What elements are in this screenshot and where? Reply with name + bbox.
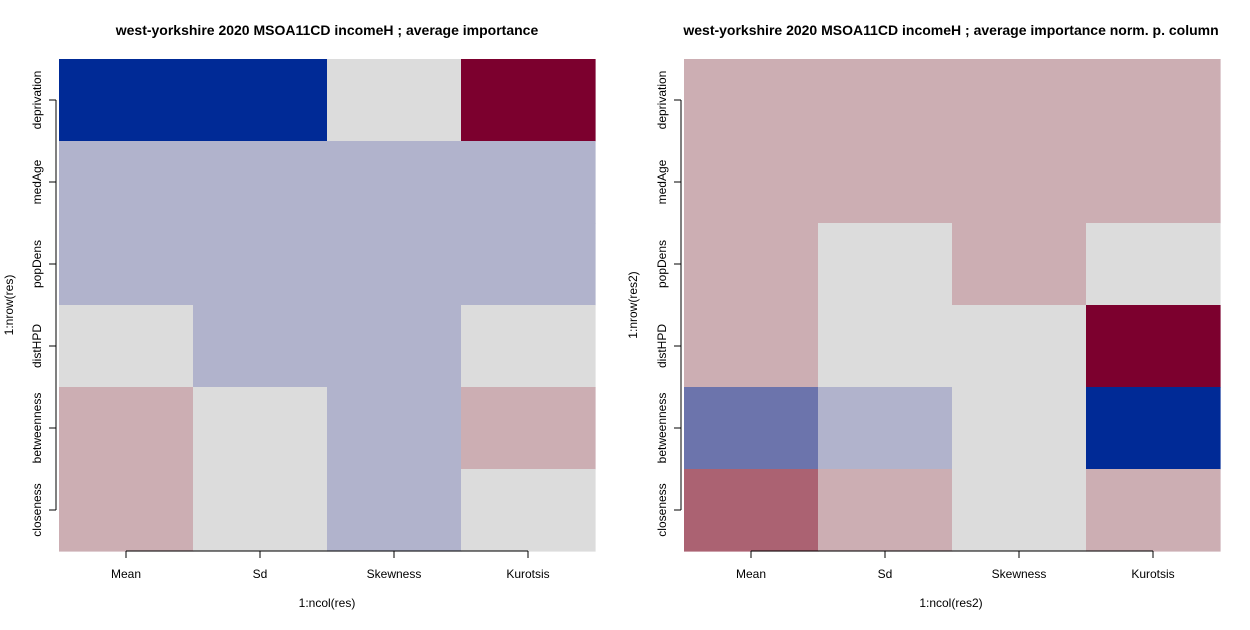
- heatmap-cells: [59, 59, 596, 552]
- heatmap-cell: [327, 387, 462, 470]
- heatmap-cell: [193, 141, 328, 224]
- y-tick-label: betweenness: [655, 393, 669, 464]
- heatmap-cell: [59, 141, 194, 224]
- heatmap-cell: [1086, 305, 1221, 388]
- y-axis-label: 1:nrow(res2): [626, 271, 640, 338]
- heatmap-cell: [327, 305, 462, 388]
- x-tick-label: Skewness: [367, 567, 422, 581]
- heatmap-cell: [818, 387, 953, 470]
- heatmap-cell: [193, 223, 328, 306]
- heatmap-cell: [684, 469, 819, 552]
- x-tick-label: Sd: [878, 567, 893, 581]
- heatmap-cell: [818, 223, 953, 306]
- heatmap-cell: [952, 223, 1087, 306]
- heatmap-cell: [327, 59, 462, 142]
- heatmap-cell: [1086, 59, 1221, 142]
- heatmap-cell: [684, 387, 819, 470]
- chart-title: west-yorkshire 2020 MSOA11CD incomeH ; a…: [115, 22, 539, 38]
- y-tick-label: popDens: [655, 240, 669, 288]
- x-axis: Mean Sd Skewness Kurotsis: [736, 550, 1175, 581]
- heatmap-cell: [1086, 141, 1221, 224]
- heatmap-cell: [1086, 469, 1221, 552]
- heatmap-cell: [818, 59, 953, 142]
- heatmap-cell: [952, 141, 1087, 224]
- heatmap-cell: [59, 59, 194, 142]
- heatmap-cell: [684, 305, 819, 388]
- heatmap-cell: [461, 141, 596, 224]
- heatmap-cell: [818, 305, 953, 388]
- heatmap-panel-left: west-yorkshire 2020 MSOA11CD incomeH ; a…: [2, 22, 596, 610]
- y-tick-label: deprivation: [655, 71, 669, 130]
- heatmap-cell: [952, 305, 1087, 388]
- heatmap-cell: [952, 59, 1087, 142]
- chart-title: west-yorkshire 2020 MSOA11CD incomeH ; a…: [682, 22, 1218, 38]
- y-tick-label: medAge: [30, 159, 44, 204]
- x-tick-label: Sd: [253, 567, 268, 581]
- y-tick-label: closeness: [655, 483, 669, 536]
- heatmap-cell: [818, 469, 953, 552]
- heatmap-cell: [684, 141, 819, 224]
- heatmap-cell: [327, 469, 462, 552]
- x-tick-label: Mean: [111, 567, 141, 581]
- y-axis: deprivation medAge popDens distHPD betweenne…: [30, 71, 57, 537]
- heatmap-cell: [1086, 223, 1221, 306]
- x-axis-label: 1:ncol(res): [299, 596, 356, 610]
- heatmap-cell: [59, 305, 194, 388]
- heatmap-cell: [193, 59, 328, 142]
- y-tick-label: popDens: [30, 240, 44, 288]
- x-tick-label: Skewness: [992, 567, 1047, 581]
- heatmap-cell: [684, 59, 819, 142]
- heatmap-cell: [59, 469, 194, 552]
- y-tick-label: closeness: [30, 483, 44, 536]
- heatmap-cell: [59, 223, 194, 306]
- heatmap-cell: [684, 223, 819, 306]
- y-tick-label: deprivation: [30, 71, 44, 130]
- y-axis-label: 1:nrow(res): [2, 275, 16, 336]
- heatmap-cell: [952, 469, 1087, 552]
- heatmap-cell: [461, 223, 596, 306]
- x-tick-label: Mean: [736, 567, 766, 581]
- y-axis: deprivation medAge popDens distHPD betweenne…: [655, 71, 682, 537]
- heatmap-cell: [193, 387, 328, 470]
- y-tick-label: distHPD: [655, 324, 669, 368]
- heatmap-cell: [461, 305, 596, 388]
- x-tick-label: Kurotsis: [1131, 567, 1174, 581]
- heatmap-panel-right: west-yorkshire 2020 MSOA11CD incomeH ; a…: [626, 22, 1221, 610]
- heatmap-cells: [684, 59, 1221, 552]
- heatmap-cell: [461, 59, 596, 142]
- heatmap-cell: [193, 469, 328, 552]
- heatmap-cell: [461, 469, 596, 552]
- x-axis: Mean Sd Skewness Kurotsis: [111, 550, 550, 581]
- heatmap-cell: [818, 141, 953, 224]
- x-tick-label: Kurotsis: [506, 567, 549, 581]
- y-tick-label: distHPD: [30, 324, 44, 368]
- heatmap-cell: [1086, 387, 1221, 470]
- y-tick-label: medAge: [655, 159, 669, 204]
- heatmap-cell: [327, 223, 462, 306]
- heatmap-cell: [59, 387, 194, 470]
- y-tick-label: betweenness: [30, 393, 44, 464]
- heatmap-cell: [952, 387, 1087, 470]
- heatmap-cell: [327, 141, 462, 224]
- heatmap-cell: [461, 387, 596, 470]
- heatmap-cell: [193, 305, 328, 388]
- x-axis-label: 1:ncol(res2): [919, 596, 982, 610]
